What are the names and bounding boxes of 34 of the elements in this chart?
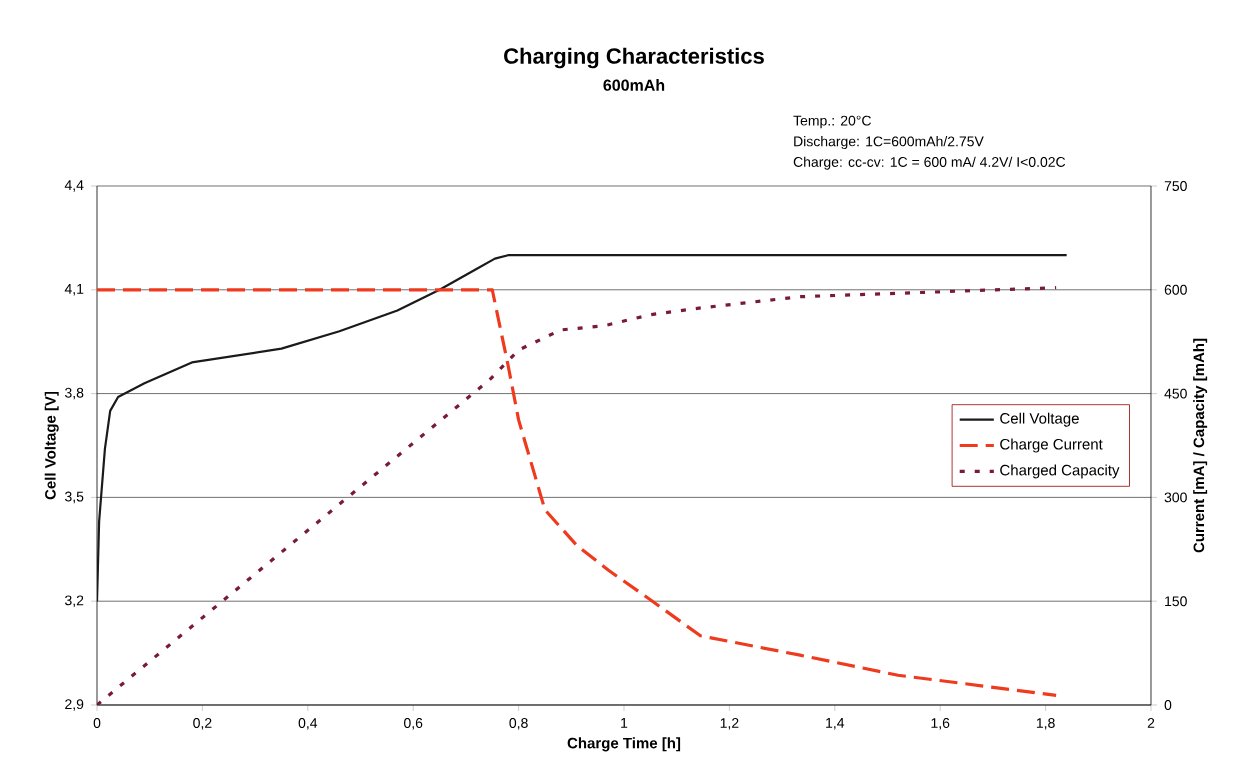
x-tick-label: 1,4 [826,718,845,730]
x-tick-label: 1,6 [931,718,950,730]
legend-label: Cell Voltage [1000,412,1079,427]
x-tick-label: 0,8 [509,718,528,730]
y-tick-label: 2,9 [65,699,84,711]
x-tick-label: 0,6 [404,718,423,730]
y2-tick-label: 0 [1164,700,1172,710]
y2-tick-label: 300 [1164,492,1187,503]
y-tick-label: 3,2 [65,595,84,607]
y-tick-label: 4,1 [64,284,84,296]
x-tick-label: 0 [93,718,101,728]
y-tick-label: 3,8 [65,387,84,400]
legend-label: Charge Current [1000,438,1103,453]
chart-title: Charging Characteristics [504,47,764,69]
y2-tick-label: 750 [1164,181,1187,191]
y-tick-label: 3,5 [65,491,84,504]
y2-axis-title: Current [mA] / Capacity [mAh] [1193,338,1208,553]
y2-tick-label: 600 [1164,284,1187,295]
text: Temp.: 20°C [793,115,871,129]
x-tick-label: 2 [1147,718,1155,728]
legend-label: Charged Capacity [1000,464,1120,479]
y2-tick-label: 150 [1165,596,1187,607]
x-tick-label: 0,2 [193,718,212,730]
y-axis-title: Cell Voltage [V] [44,391,59,500]
text: Charge: cc-cv: 1C = 600 mA/ 4.2V/ I<0.02C [793,156,1066,170]
x-tick-label: 1,8 [1036,718,1055,730]
chart-subtitle: 600mAh [603,79,665,91]
text: Discharge: 1C=600mAh/2.75V [794,136,984,150]
x-axis-title: Charge Time [h] [567,737,681,752]
x-tick-label: 1 [621,718,628,728]
x-tick-label: 0,4 [298,718,318,730]
x-tick-label: 1,2 [720,718,739,730]
y-tick-label: 4,4 [64,180,84,192]
y2-tick-label: 450 [1164,388,1187,399]
